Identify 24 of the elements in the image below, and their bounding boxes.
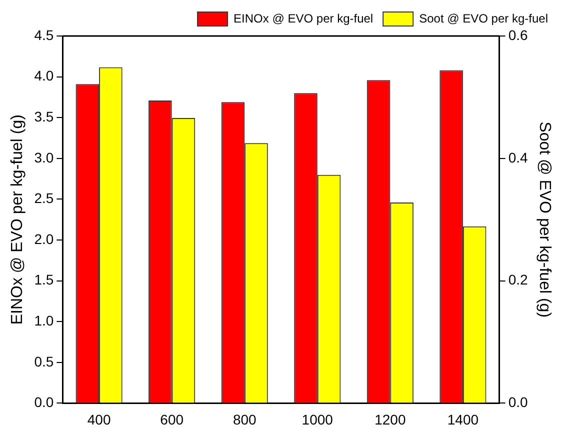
y-tick-label: 0.0 [34, 394, 54, 410]
y2-tick-label: 0.0 [508, 394, 528, 410]
y-tick-label: 0.5 [34, 353, 54, 370]
x-tick-label: 1200 [374, 411, 406, 428]
x-tick-label: 800 [232, 411, 257, 428]
y-tick-label: 3.5 [34, 108, 54, 124]
y-axis-title: EINOx @ EVO per kg-fuel (g) [9, 114, 26, 325]
y2-axis-title: Soot @ EVO per kg-fuel (g) [536, 122, 553, 318]
x-tick-label: 400 [87, 411, 111, 428]
y-tick-label: 4.0 [34, 68, 54, 84]
y-tick-label: 3.0 [34, 149, 54, 166]
y-tick-label: 1.0 [34, 312, 54, 328]
x-tick-label: 1000 [302, 411, 334, 428]
x-tick-label: 1400 [447, 411, 479, 428]
legend-label: Soot @ EVO per kg-fuel [419, 11, 548, 26]
x-tick-label: 600 [160, 411, 184, 428]
y-tick-label: 2.0 [34, 230, 54, 247]
y2-tick-label: 0.4 [508, 149, 528, 166]
y2-tick-label: 0.6 [508, 26, 528, 43]
y-tick-label: 4.5 [34, 26, 54, 43]
legend-label: EINOx @ EVO per kg-fuel [234, 11, 374, 26]
y-tick-label: 1.5 [34, 272, 54, 288]
y-tick-label: 2.5 [34, 190, 54, 206]
y2-tick-label: 0.2 [508, 272, 528, 288]
